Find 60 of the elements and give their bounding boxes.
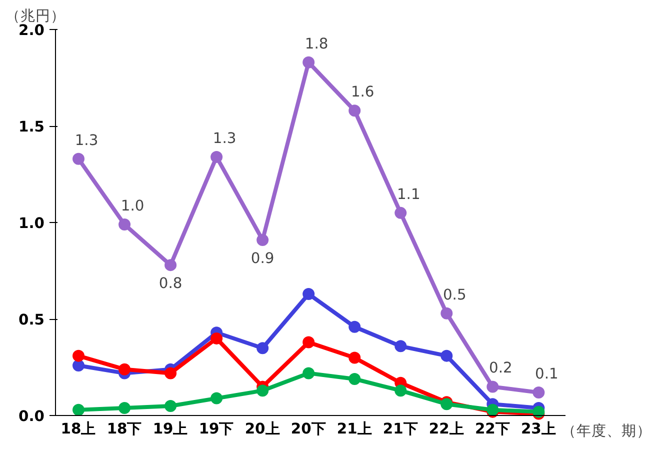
point [394, 340, 407, 352]
data-label: 0.8 [158, 275, 182, 292]
x-tick-label: 23上 [520, 420, 556, 438]
x-tick-label: 20上 [244, 420, 280, 438]
point [302, 367, 315, 380]
x-tick-label: 19下 [198, 420, 234, 438]
point [348, 104, 361, 117]
point [348, 320, 361, 333]
data-label: 1.8 [304, 35, 328, 52]
data-label: 1.3 [212, 130, 236, 147]
point [164, 259, 177, 272]
data-label: 1.6 [350, 84, 374, 101]
y-tick-label: 0.0 [18, 408, 45, 426]
point [256, 384, 269, 397]
point [532, 386, 545, 398]
y-tick-label: 0.5 [18, 312, 45, 329]
x-tick-label: 21上 [336, 420, 372, 438]
y-tick-label: 1.5 [18, 118, 45, 136]
data-label: 0.9 [250, 250, 274, 267]
x-tick-label: 18下 [106, 420, 142, 438]
data-label: 1.1 [396, 186, 420, 203]
point [302, 56, 315, 68]
x-tick-label: 22下 [474, 420, 510, 438]
point [486, 380, 499, 393]
point [118, 402, 131, 414]
point [394, 384, 407, 397]
point [256, 234, 269, 246]
point [210, 150, 223, 163]
x-tick-label: 22上 [428, 420, 464, 438]
y-tick-label: 2.0 [18, 22, 45, 39]
data-label: 0.2 [488, 360, 512, 377]
point [72, 359, 85, 372]
point [210, 392, 223, 404]
point [302, 288, 315, 300]
x-axis-title: （年度、期） [562, 422, 652, 440]
point [348, 373, 361, 385]
point [164, 400, 177, 412]
y-axis-title: （兆円） [6, 8, 66, 24]
point [440, 350, 453, 362]
point [394, 206, 407, 219]
data-label: 1.3 [74, 132, 98, 149]
point [118, 218, 131, 231]
point [302, 336, 315, 348]
point [440, 307, 453, 320]
point [164, 367, 177, 380]
point [72, 152, 85, 165]
point [256, 342, 269, 354]
x-tick-label: 20下 [290, 420, 326, 438]
x-tick-label: 21下 [382, 420, 418, 438]
point [72, 350, 85, 362]
point [210, 332, 223, 344]
point [118, 363, 131, 376]
data-label: 0.5 [442, 286, 466, 304]
x-tick-label: 19上 [152, 420, 188, 438]
point [72, 404, 85, 416]
data-label: 0.1 [535, 366, 558, 383]
point [348, 352, 361, 364]
y-tick-label: 1.0 [18, 215, 45, 232]
data-label: 1.0 [120, 198, 144, 215]
x-tick-label: 18上 [60, 420, 96, 438]
